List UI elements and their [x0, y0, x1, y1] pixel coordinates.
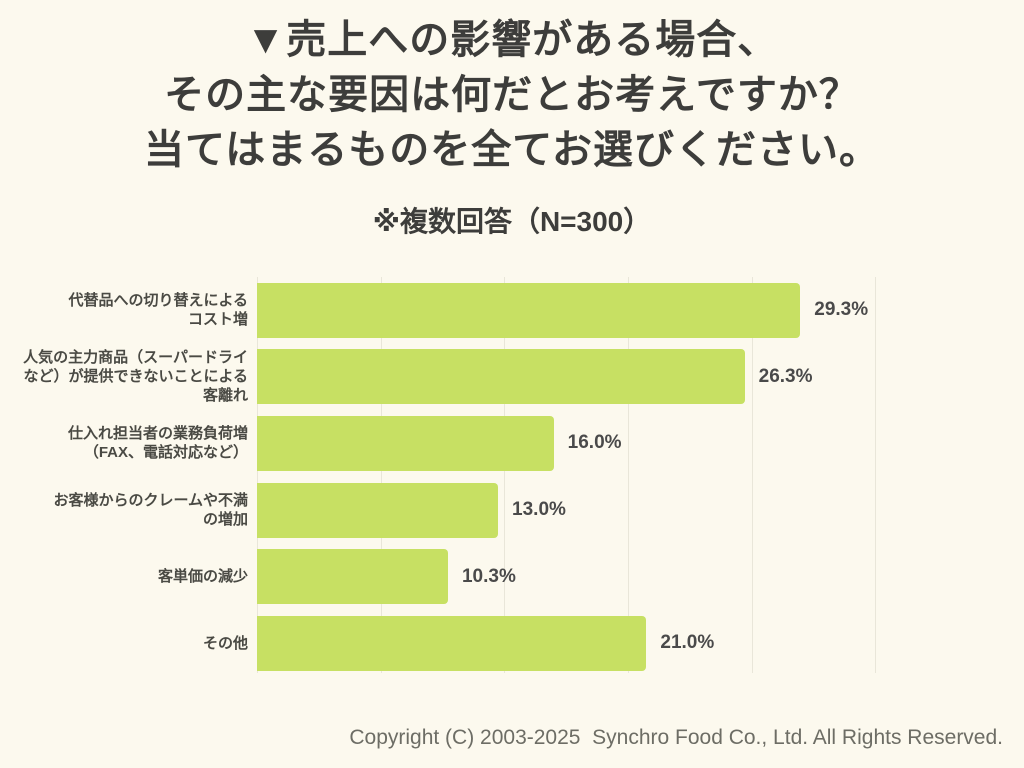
bar-track: 13.0%: [257, 482, 875, 538]
gridlines: [257, 277, 876, 673]
chart-row: その他 21.0%: [0, 610, 1024, 677]
value-label: 13.0%: [512, 499, 566, 521]
value-label: 16.0%: [567, 432, 622, 454]
bar-track: 16.0%: [257, 415, 875, 471]
category-label: お客様からのクレームや不満 の増加: [53, 492, 248, 529]
chart-row: 客単価の減少 10.3%: [0, 543, 1024, 610]
gridline: [751, 277, 753, 673]
bar-chart: 代替品への切り替えによる コスト増 29.3% 人気の主力商品（スーパードライ など…: [0, 277, 1024, 677]
page-title: ▼売上への影響がある場合、 その主な要因は何だとお考えですか？ 当てはまるものを…: [0, 13, 1024, 178]
gridline: [504, 277, 506, 673]
value-label: 26.3%: [758, 365, 813, 387]
category-label: その他: [202, 634, 248, 652]
chart-rows: 代替品への切り替えによる コスト増 29.3% 人気の主力商品（スーパードライ など…: [0, 277, 1024, 677]
value-label: 29.3%: [814, 299, 869, 321]
bar: [257, 615, 647, 671]
page-title-line-3: 当てはまるものを全てお選びください。: [144, 128, 880, 172]
gridline: [627, 277, 629, 673]
bar: [257, 549, 448, 605]
bar: [257, 482, 499, 538]
value-label: 10.3%: [461, 565, 516, 587]
chart-row: 人気の主力商品（スーパードライ など）が提供できないことによる 客離れ 26.3%: [0, 344, 1024, 411]
bar-track: 21.0%: [257, 615, 875, 671]
gridline: [257, 277, 258, 673]
copyright-text: Copyright (C) 2003-2025 Synchro Food Co.…: [349, 726, 1003, 749]
chart-row: 代替品への切り替えによる コスト増 29.3%: [0, 277, 1024, 344]
survey-note: ※複数回答（N=300）: [372, 206, 652, 237]
bar-track: 29.3%: [257, 282, 875, 338]
bar-track: 10.3%: [257, 549, 875, 605]
category-label: 代替品への切り替えによる コスト増: [68, 292, 248, 329]
page-title-line-2: その主な要因は何だとお考えですか？: [164, 73, 860, 117]
value-label: 21.0%: [660, 632, 715, 654]
bar-track: 26.3%: [257, 349, 875, 405]
category-label: 人気の主力商品（スーパードライ など）が提供できないことによる 客離れ: [23, 349, 248, 405]
gridline: [380, 277, 382, 673]
bar: [257, 415, 554, 471]
gridline: [875, 277, 876, 673]
chart-row: お客様からのクレームや不満 の増加 13.0%: [0, 477, 1024, 544]
chart-row: 仕入れ担当者の業務負荷増 （FAX、電話対応など） 16.0%: [0, 410, 1024, 477]
bar: [257, 349, 745, 405]
category-label: 仕入れ担当者の業務負荷増 （FAX、電話対応など）: [67, 425, 248, 462]
page-title-line-1: ▼売上への影響がある場合、: [245, 18, 779, 62]
bar: [257, 282, 801, 338]
category-label: 客単価の減少: [157, 568, 248, 586]
